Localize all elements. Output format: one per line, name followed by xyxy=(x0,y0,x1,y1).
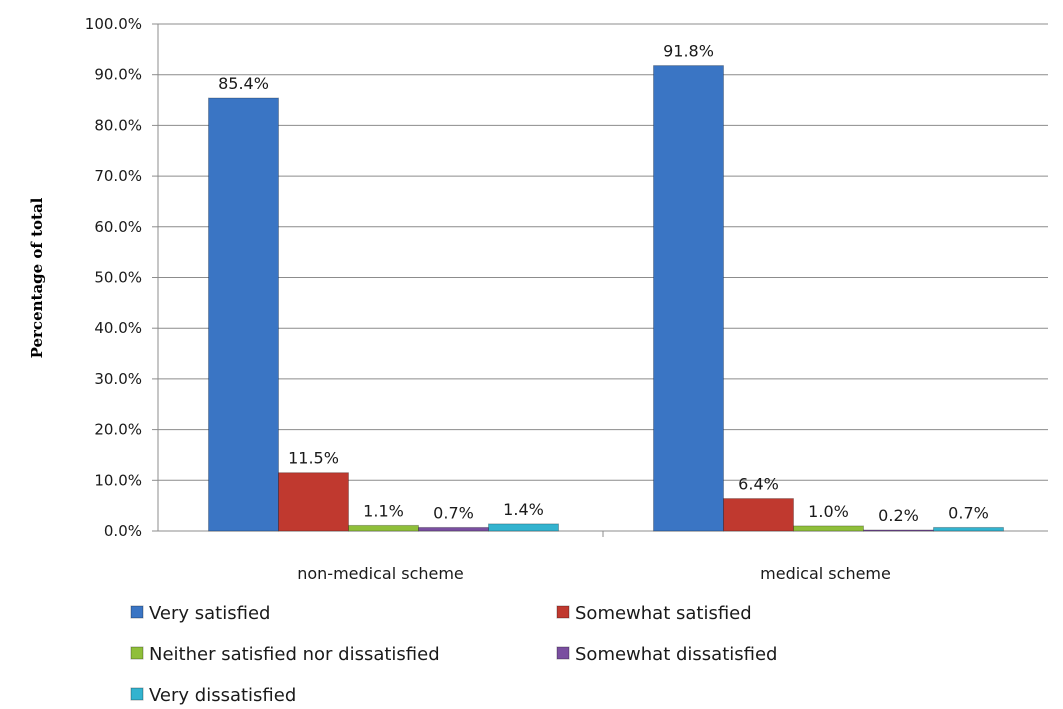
bar-data-label: 0.7% xyxy=(948,503,989,522)
bar xyxy=(208,97,279,532)
legend-swatch xyxy=(130,646,144,660)
legend-swatch xyxy=(556,646,570,660)
bar xyxy=(863,529,934,532)
y-tick-label: 60.0% xyxy=(94,218,142,236)
bar-data-label: 6.4% xyxy=(738,475,779,494)
legend-swatch xyxy=(556,605,570,619)
legend: Very satisfied Somewhat satisfied Neither … xyxy=(130,603,777,706)
bar xyxy=(793,525,864,532)
gridlines xyxy=(158,23,1048,481)
bar xyxy=(723,498,794,532)
bar-data-label: 1.0% xyxy=(808,502,849,521)
y-tick-label: 30.0% xyxy=(94,370,142,388)
tick-labels: 0.0% 10.0% 20.0% 30.0% 40.0% 50.0% 60.0% 70.0% 8… xyxy=(85,15,891,583)
x-category-label: non-medical scheme xyxy=(297,564,464,583)
bar-data-label: 0.2% xyxy=(878,506,919,525)
legend-label: Somewhat satisfied xyxy=(575,603,752,624)
bar xyxy=(418,526,489,532)
legend-label: Somewhat dissatisfied xyxy=(575,644,777,665)
bar xyxy=(348,524,419,532)
legend-label: Very dissatisfied xyxy=(149,685,296,706)
axes xyxy=(152,23,1048,537)
y-tick-label: 40.0% xyxy=(94,319,142,337)
bar-data-label: 1.1% xyxy=(363,501,404,520)
data-labels: 85.4% 11.5% 1.1% 0.7% 1.4% 91.8% 6.4% 1.0% 0.2% 0… xyxy=(218,42,989,525)
y-tick-label: 50.0% xyxy=(94,269,142,287)
y-tick-label: 90.0% xyxy=(94,66,142,84)
legend-swatch xyxy=(130,605,144,619)
bar-data-label: 11.5% xyxy=(288,449,339,468)
bar-data-label: 0.7% xyxy=(433,503,474,522)
y-tick-label: 20.0% xyxy=(94,421,142,439)
bar xyxy=(488,523,559,532)
y-tick-label: 70.0% xyxy=(94,167,142,185)
y-tick-label: 0.0% xyxy=(104,522,142,540)
bar-data-label: 1.4% xyxy=(503,500,544,519)
bar xyxy=(653,65,724,532)
bar-data-label: 91.8% xyxy=(663,42,714,61)
y-tick-label: 80.0% xyxy=(94,116,142,134)
y-tick-label: 100.0% xyxy=(85,15,142,33)
bar xyxy=(278,472,349,532)
legend-label: Very satisfied xyxy=(149,603,270,624)
legend-swatch xyxy=(130,687,144,701)
bar xyxy=(933,526,1004,532)
bar-data-label: 85.4% xyxy=(218,74,269,93)
y-axis-label: Percentage of total xyxy=(28,197,46,358)
y-tick-label: 10.0% xyxy=(94,471,142,489)
x-category-label: medical scheme xyxy=(760,564,891,583)
legend-label: Neither satisfied nor dissatisfied xyxy=(149,644,440,665)
bars xyxy=(208,65,1004,532)
